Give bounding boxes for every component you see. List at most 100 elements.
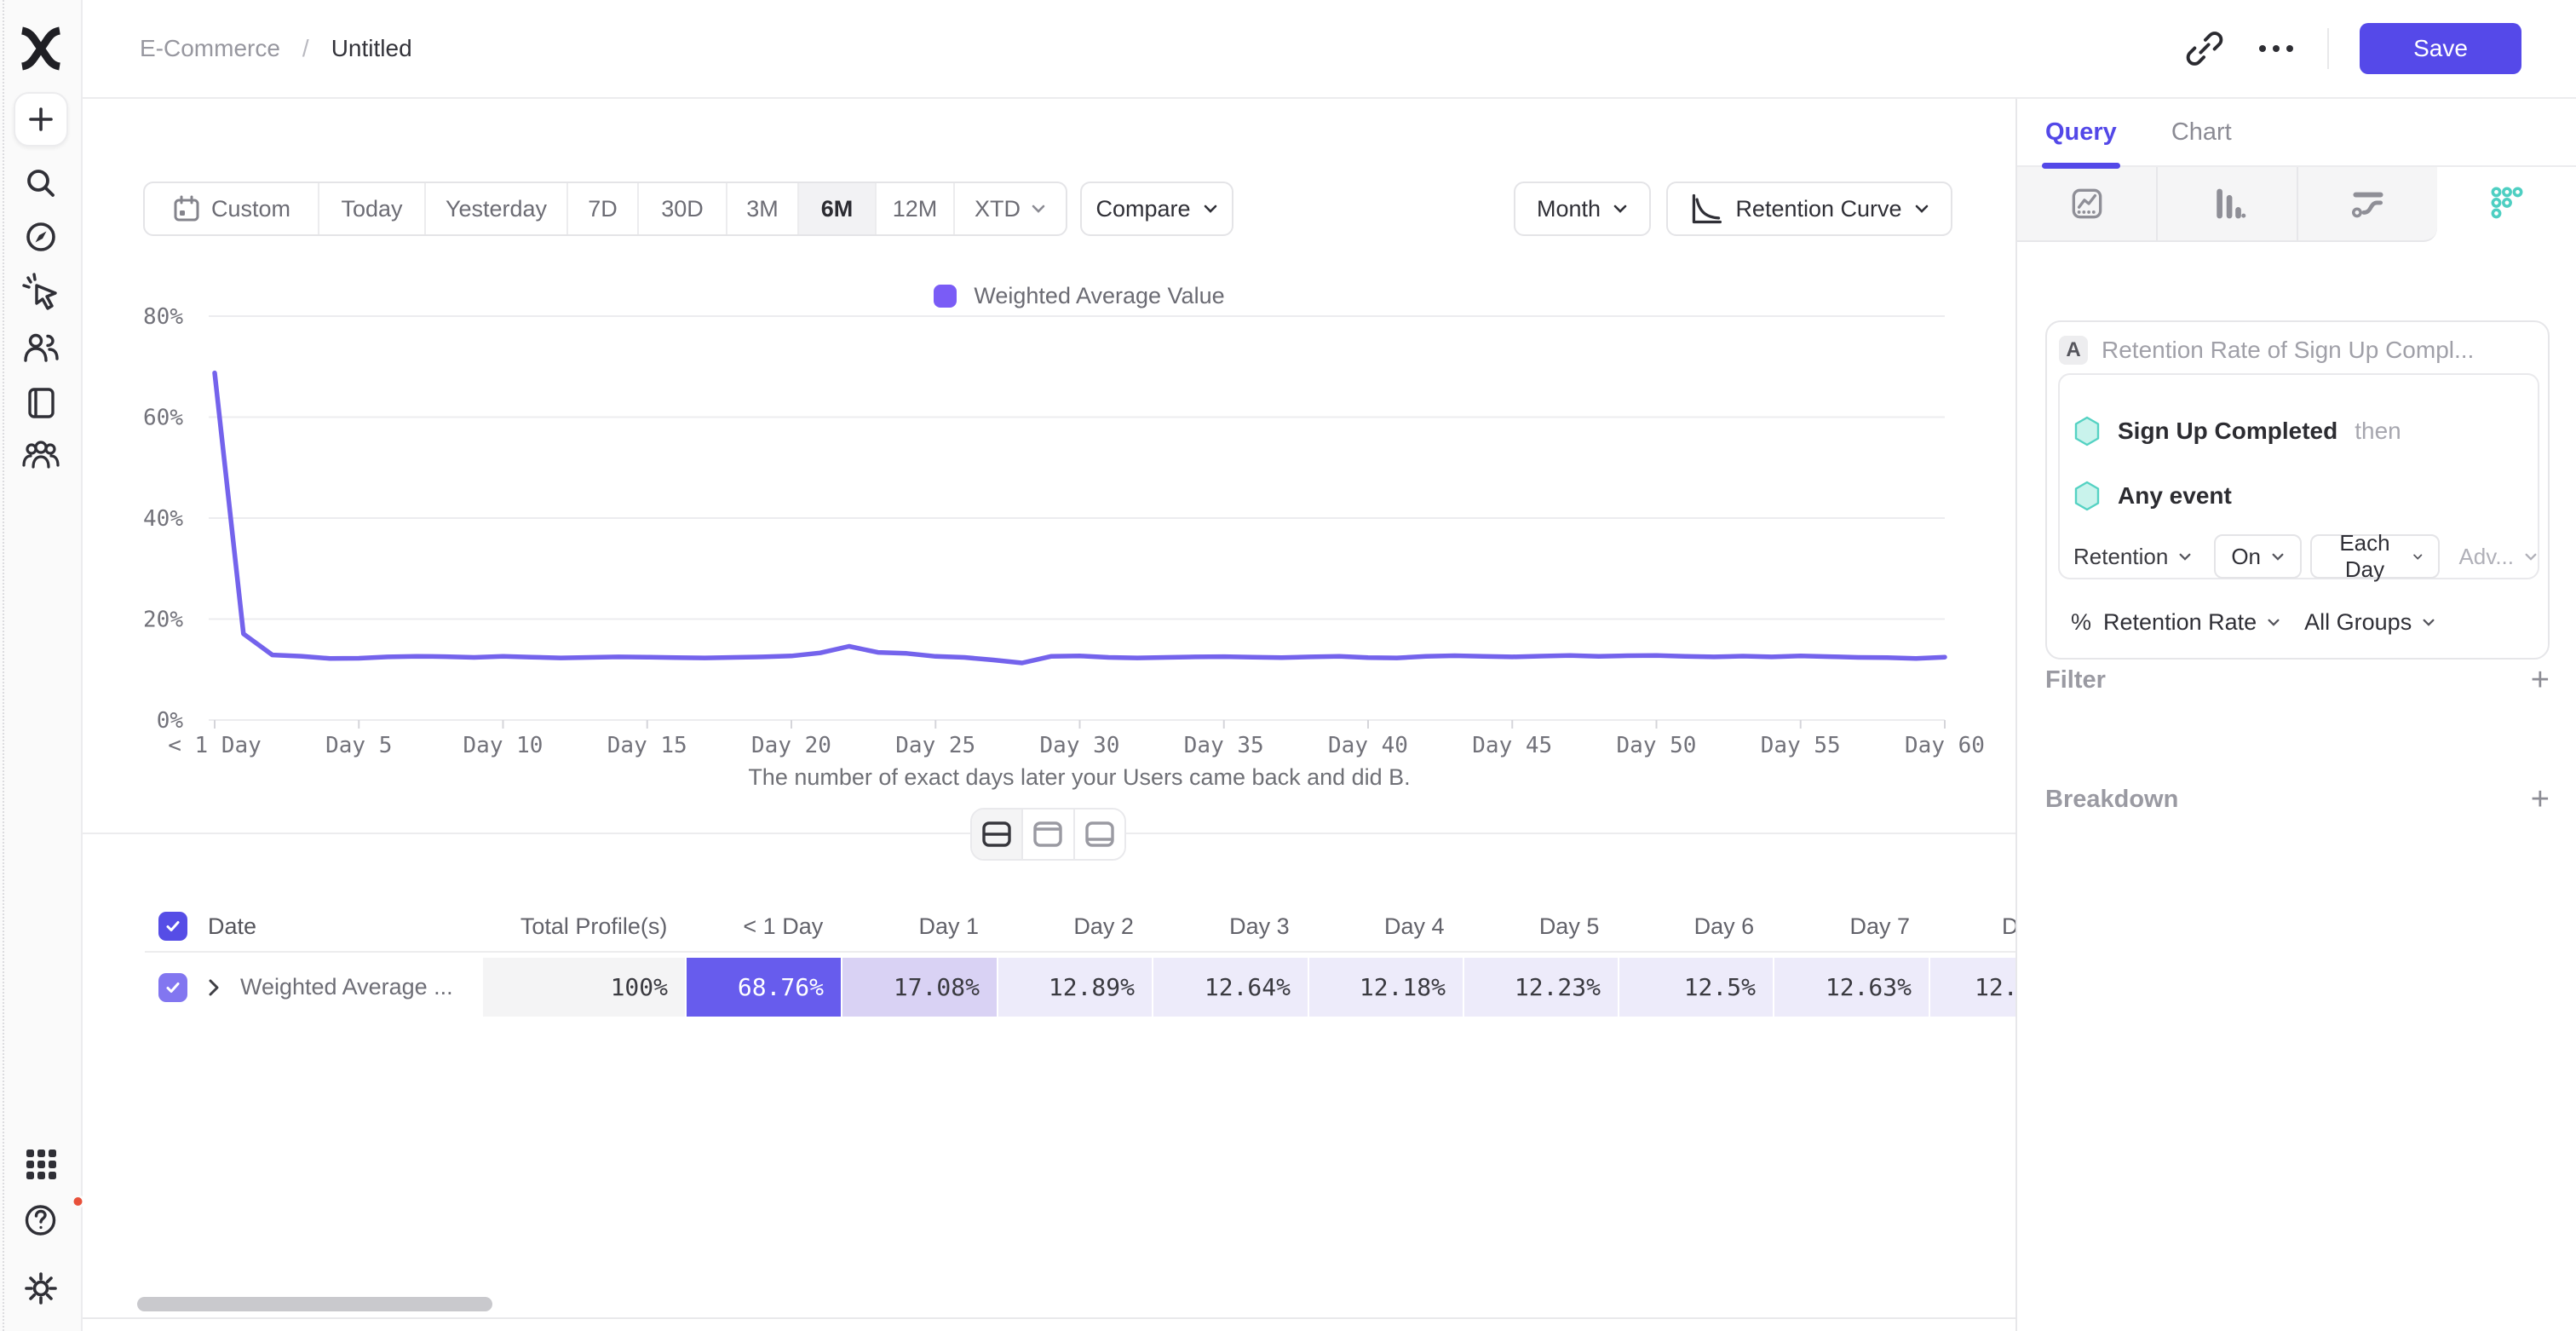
table-header-total[interactable]: Total Profile(s) (520, 913, 668, 939)
chart-type-dropdown[interactable]: Retention Curve (1666, 182, 1952, 236)
boards-notebook-icon[interactable] (21, 383, 60, 423)
row-name: Weighted Average ... (240, 974, 453, 1000)
chevron-down-icon (2268, 619, 2280, 626)
expand-row-chevron-icon[interactable] (208, 978, 220, 997)
on-dropdown[interactable]: On (2214, 534, 2302, 579)
range-today-button[interactable]: Today (318, 183, 424, 234)
granularity-dropdown[interactable]: Month (1514, 182, 1651, 236)
split-view-icon[interactable] (972, 810, 1022, 859)
groups-dropdown[interactable]: All Groups (2304, 609, 2435, 636)
svg-text:Day 15: Day 15 (607, 733, 687, 758)
retention-line-chart: 0% 20% 40% 60% 80% < 1 Day Day 5 Day 10 Day 15 Da… (143, 304, 1985, 758)
cohorts-icon[interactable] (21, 435, 60, 474)
event-hexagon-icon (2074, 416, 2100, 447)
retention-type-dropdown[interactable]: Retention (2073, 544, 2192, 570)
range-12m-button[interactable]: 12M (875, 183, 953, 234)
retention-dots-icon[interactable] (2437, 167, 2576, 242)
save-button[interactable]: Save (2360, 23, 2521, 74)
query-panel: Query Chart A Retention Rate of Sign Up … (2015, 99, 2576, 1331)
tab-chart[interactable]: Chart (2171, 118, 2232, 146)
row-checkbox[interactable] (158, 972, 187, 1002)
measure-dropdown[interactable]: Retention Rate (2103, 609, 2280, 636)
table-header-day2[interactable]: Day 2 (1073, 913, 1134, 939)
measurement-row: % Retention Rate All Groups (2071, 603, 2435, 641)
compare-dropdown[interactable]: Compare (1080, 182, 1233, 236)
range-7d-button[interactable]: 7D (566, 183, 637, 234)
query-card-header: A Retention Rate of Sign Up Compl... (2059, 336, 2536, 365)
table-only-view-icon[interactable] (1072, 810, 1124, 859)
chevron-down-icon (1915, 205, 1928, 213)
report-title[interactable]: Untitled (331, 35, 412, 61)
header-divider (2327, 28, 2329, 69)
check-icon (166, 982, 180, 993)
help-button[interactable] (0, 1195, 84, 1241)
flows-icon[interactable] (2298, 167, 2437, 242)
range-3m-button[interactable]: 3M (726, 183, 797, 234)
table-header-day1[interactable]: Day 1 (918, 913, 980, 939)
insights-icon[interactable] (2017, 167, 2158, 242)
add-breakdown-button[interactable]: + (2530, 781, 2550, 817)
svg-text:0%: 0% (157, 708, 184, 734)
event-step-2[interactable]: Any event (2073, 481, 2232, 511)
interval-dropdown[interactable]: Each Day (2310, 530, 2441, 582)
bottom-border (83, 1317, 2015, 1319)
cell-day1: 17.08% (841, 958, 997, 1017)
event-2-name: Any event (2118, 482, 2232, 509)
table-header-day5[interactable]: Day 5 (1538, 913, 1600, 939)
chevron-down-icon (1204, 205, 1216, 213)
copy-link-icon[interactable] (2184, 28, 2225, 69)
report-canvas: Custom Today Yesterday 7D 30D 3M 6M 12M … (83, 99, 2015, 1331)
table-header-lt1day[interactable]: < 1 Day (743, 913, 824, 939)
tab-query[interactable]: Query (2042, 99, 2120, 169)
event-step-1[interactable]: Sign Up Completed then (2073, 416, 2401, 447)
query-badge-a: A (2059, 336, 2088, 365)
range-custom-button[interactable]: Custom (145, 183, 318, 234)
settings-gear-icon[interactable] (21, 1269, 60, 1308)
svg-text:Day 50: Day 50 (1617, 733, 1697, 758)
apps-grid-icon[interactable] (21, 1144, 60, 1184)
svg-text:Day 25: Day 25 (895, 733, 975, 758)
retention-table: Date Total Profile(s) < 1 Day Day 1 Day … (145, 902, 2015, 1017)
table-header-day6[interactable]: Day 6 (1693, 913, 1755, 939)
select-all-checkbox[interactable] (158, 912, 187, 941)
date-range-segmented-control: Custom Today Yesterday 7D 30D 3M 6M 12M … (143, 182, 1067, 236)
breakdown-section: Breakdown + (2045, 772, 2550, 827)
users-icon[interactable] (21, 328, 60, 367)
layout-toggle (970, 808, 1126, 861)
add-filter-button[interactable]: + (2530, 662, 2550, 698)
legend-swatch (934, 285, 957, 308)
range-6m-button[interactable]: 6M (797, 183, 875, 234)
table-row-weighted-average[interactable]: Weighted Average ... 100% 68.76% 17.08% … (145, 958, 2015, 1017)
query-title[interactable]: Retention Rate of Sign Up Compl... (2102, 337, 2475, 363)
cell-day5: 12.23% (1463, 958, 1618, 1017)
table-header-date[interactable]: Date (208, 913, 257, 939)
svg-text:Day 20: Day 20 (751, 733, 831, 758)
chevron-down-icon (2423, 619, 2435, 626)
compass-discover-icon[interactable] (21, 217, 60, 256)
funnels-icon[interactable] (2158, 167, 2298, 242)
chart-caption: The number of exact days later your User… (748, 764, 1411, 790)
create-new-button[interactable] (13, 92, 68, 147)
table-header-day3[interactable]: Day 3 (1229, 913, 1290, 939)
percent-sign: % (2071, 608, 2092, 635)
calendar-icon (174, 195, 199, 222)
breadcrumb-project[interactable]: E-Commerce (140, 35, 280, 61)
table-header-day8-clipped[interactable]: D (2002, 913, 2015, 939)
events-cursor-icon[interactable] (21, 273, 60, 312)
horizontal-scrollbar-thumb[interactable] (137, 1297, 492, 1311)
advanced-dropdown[interactable]: Adv... (2458, 544, 2538, 570)
table-header-day4[interactable]: Day 4 (1383, 913, 1445, 939)
more-options-icon[interactable] (2256, 37, 2297, 60)
range-yesterday-button[interactable]: Yesterday (424, 183, 566, 234)
range-30d-button[interactable]: 30D (637, 183, 726, 234)
table-header-day7[interactable]: Day 7 (1849, 913, 1911, 939)
breadcrumb: E-Commerce / Untitled (140, 0, 412, 97)
svg-text:Day 35: Day 35 (1184, 733, 1264, 758)
search-icon[interactable] (21, 164, 60, 203)
cell-day7: 12.63% (1773, 958, 1929, 1017)
svg-text:Day 40: Day 40 (1328, 733, 1408, 758)
chart-only-view-icon[interactable] (1021, 810, 1073, 859)
cell-total: 100% (481, 958, 685, 1017)
range-xtd-dropdown[interactable]: XTD (953, 183, 1066, 234)
